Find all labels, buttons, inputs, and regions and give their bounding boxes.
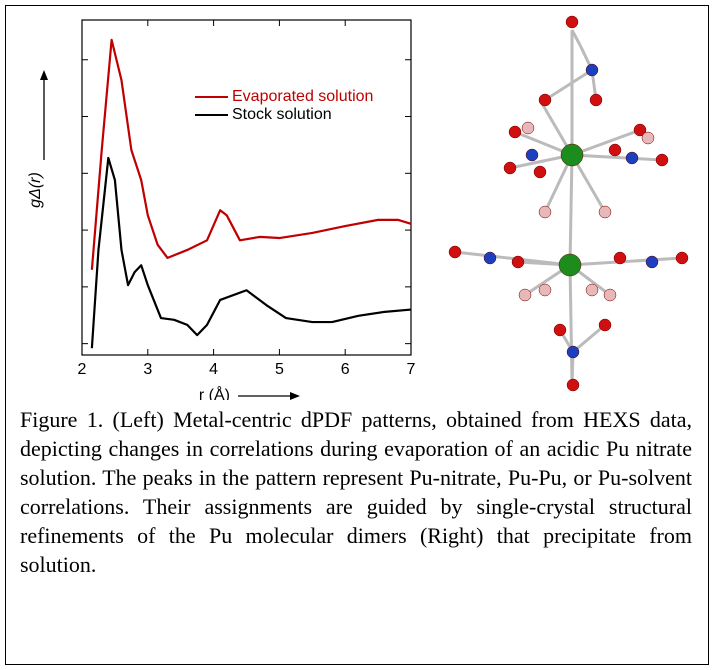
x-arrow [238,392,300,400]
x-tick-label: 6 [341,361,350,378]
chart: gΔ(r) r (Å) 2 3 4 5 6 7 Evaporated solutionSto… [27,15,689,400]
x-tick-label: 3 [143,361,152,378]
legend-label: Evaporated solution [232,88,373,105]
legend-label: Stock solution [232,106,332,123]
figure-border [5,5,709,665]
plot-frame [81,19,412,356]
atoms [448,15,689,392]
x-tick-label: 4 [209,361,218,378]
x-tick-label: 7 [407,361,416,378]
caption: Figure 1. (Left) Metal-centric dPDF patt… [20,407,692,577]
y-axis-label: gΔ(r) [27,172,44,208]
series-line [90,38,412,270]
x-axis-label: r (Å) [199,385,230,400]
molecule [454,29,683,386]
x-tick-label: 5 [275,361,284,378]
series-line [90,156,412,349]
x-tick-label: 2 [78,361,87,378]
y-arrow [40,70,48,160]
